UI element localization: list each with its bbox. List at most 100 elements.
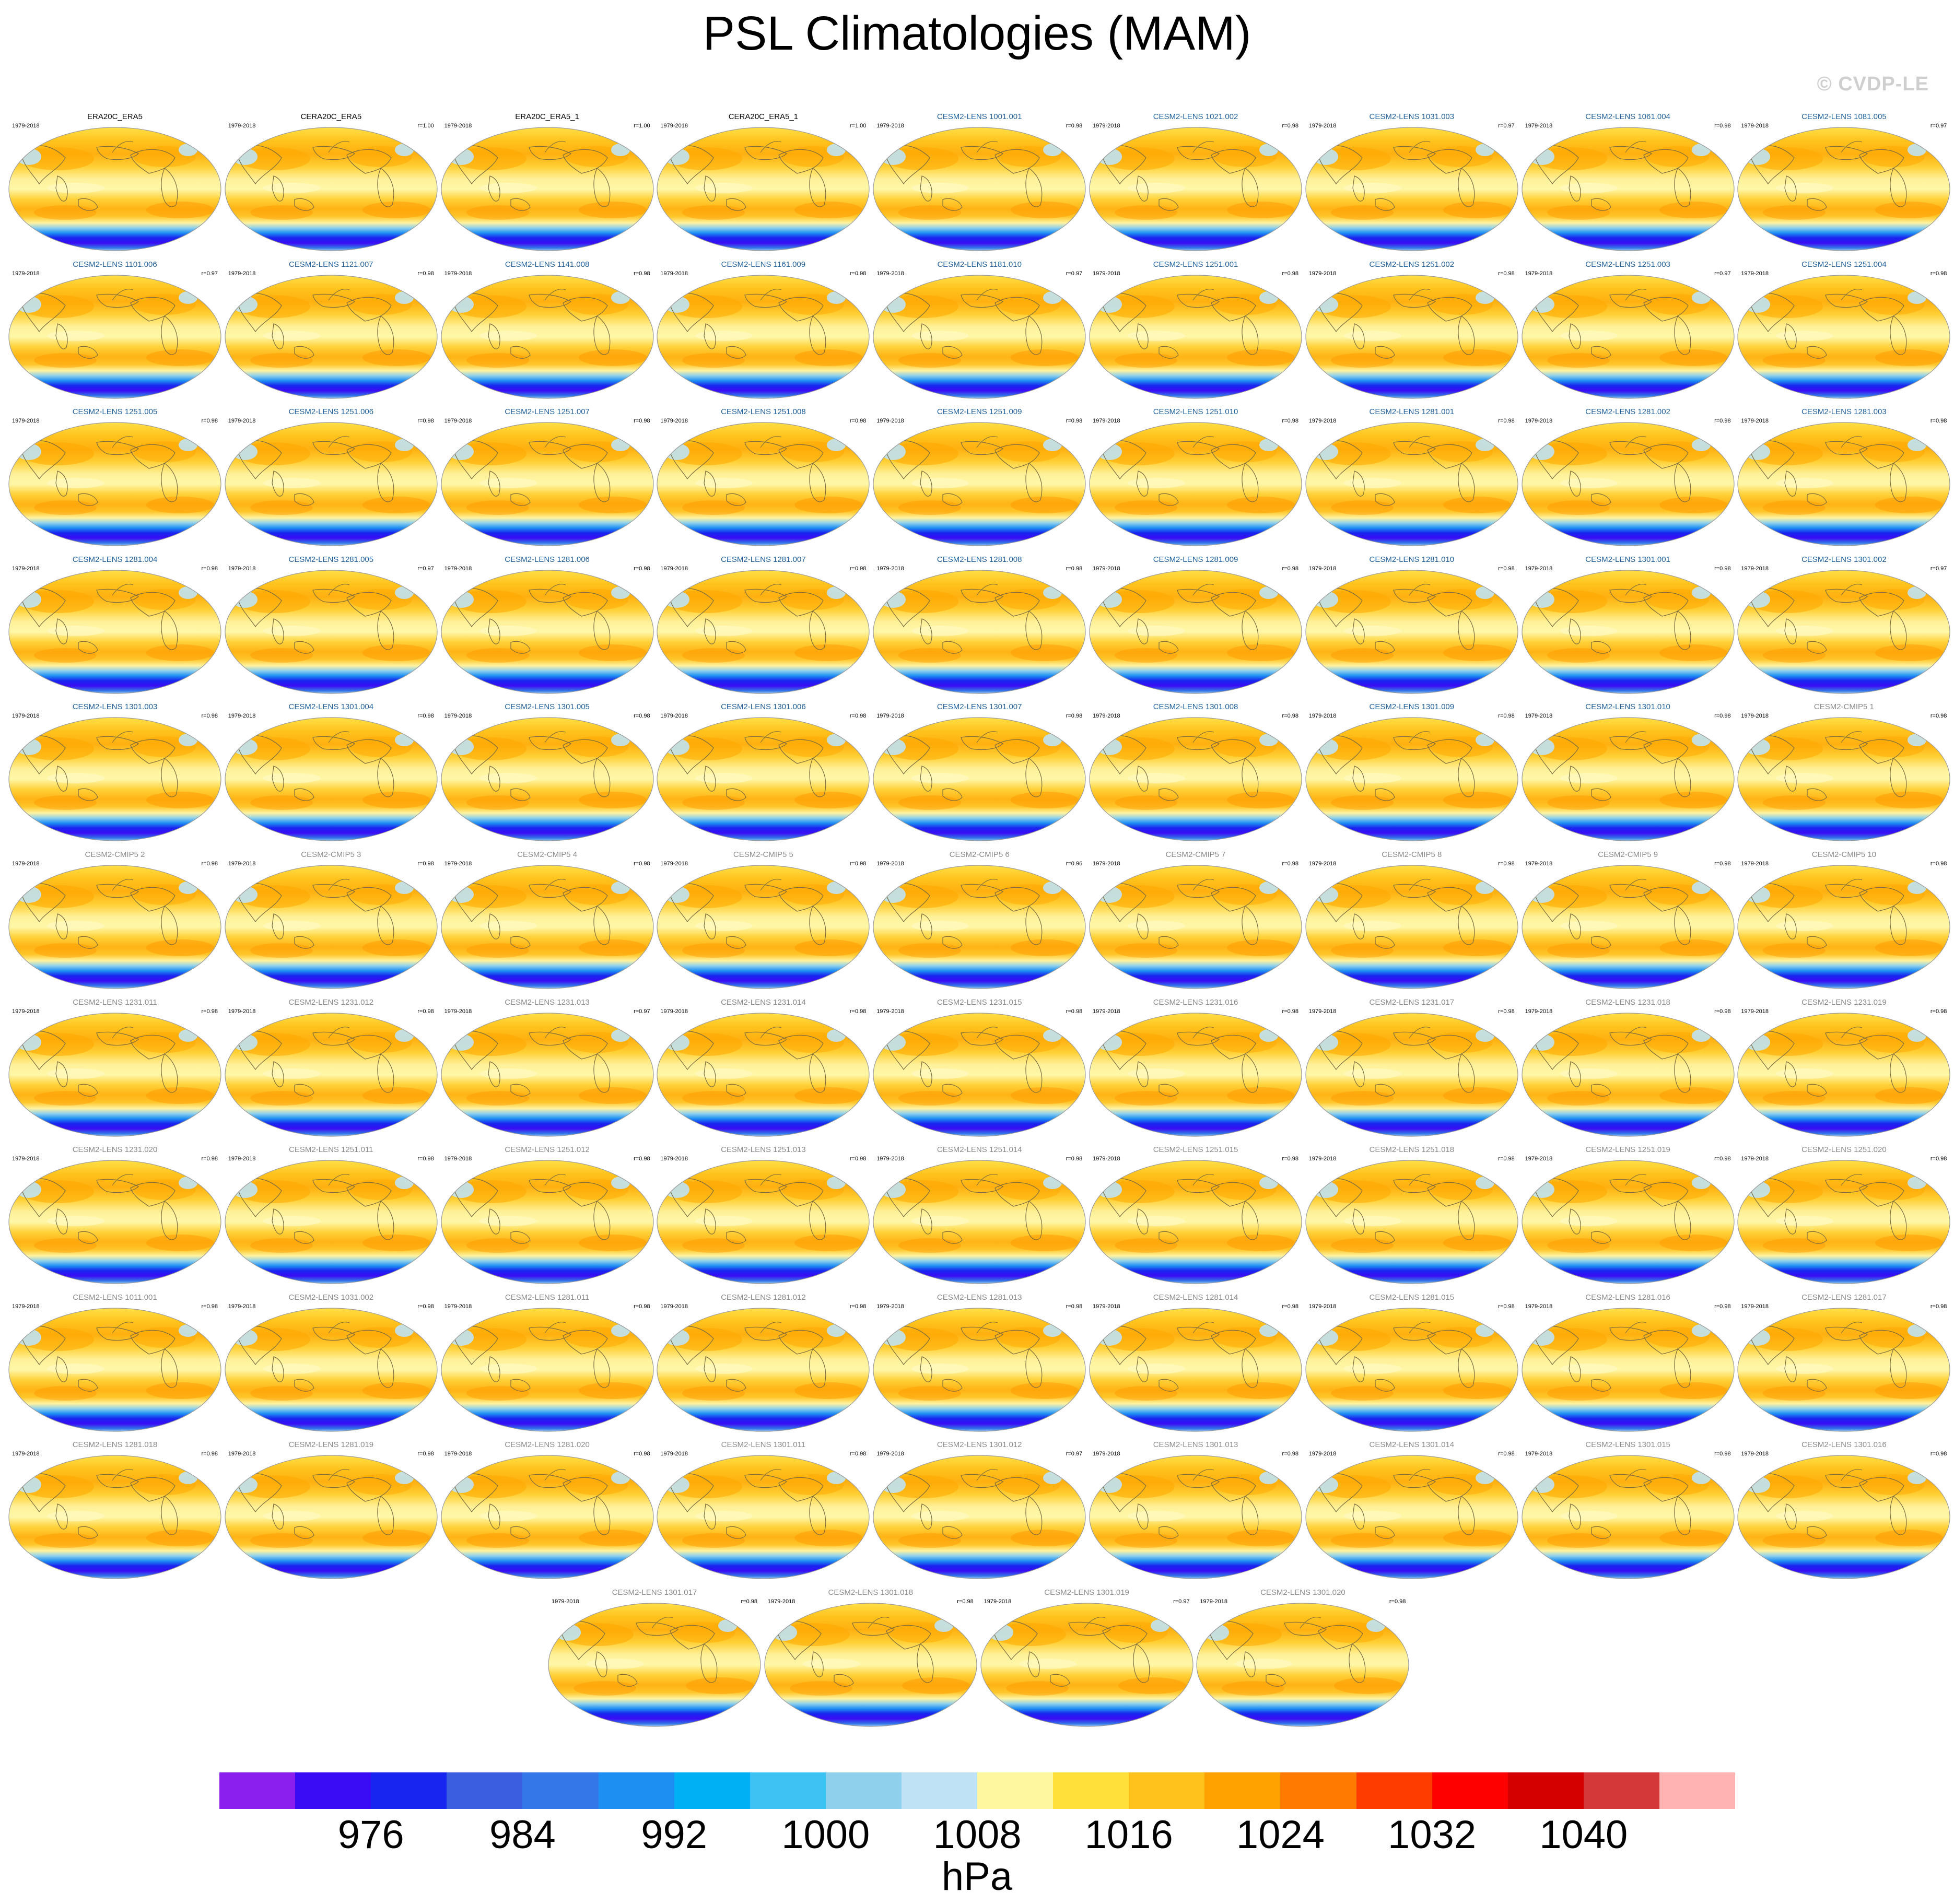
panel-title: CESM2-LENS 1251.004 <box>1801 260 1887 269</box>
panel-years: 1979-2018 <box>228 123 256 129</box>
panel-title: CESM2-LENS 1281.003 <box>1801 407 1887 417</box>
panel-years: 1979-2018 <box>12 1303 40 1310</box>
panel-correlation: r=0.98 <box>201 1303 218 1310</box>
psl-map <box>1089 1012 1302 1137</box>
map-panel: ERA20C_ERA5 1979-2018 <box>8 111 222 252</box>
panel-correlation: r=0.98 <box>1930 1156 1947 1162</box>
panel-correlation: r=0.98 <box>1282 418 1299 425</box>
panel-years: 1979-2018 <box>444 418 472 425</box>
panel-correlation: r=0.98 <box>1714 418 1731 425</box>
panel-title: CESM2-LENS 1121.007 <box>289 260 373 269</box>
panel-correlation: r=0.98 <box>1498 1303 1515 1310</box>
panel-years: 1979-2018 <box>1741 270 1769 277</box>
map-panel: CESM2-LENS 1251.013 1979-2018 r=0.98 <box>656 1144 870 1285</box>
map-panel: CESM2-LENS 1251.009 1979-2018 r=0.98 <box>872 406 1086 547</box>
psl-map <box>657 570 870 694</box>
panel-years: 1979-2018 <box>444 1451 472 1458</box>
panel-title: CESM2-CMIP5 3 <box>301 850 361 859</box>
panel-years: 1979-2018 <box>876 1451 904 1458</box>
panel-title: CESM2-LENS 1281.008 <box>937 555 1022 564</box>
psl-map <box>225 1455 438 1579</box>
panel-title: CESM2-LENS 1301.012 <box>937 1440 1022 1450</box>
panel-correlation: r=0.97 <box>1066 1451 1083 1458</box>
panel-correlation: r=0.97 <box>1930 123 1947 129</box>
psl-map <box>1737 1160 1950 1284</box>
map-panel: CESM2-LENS 1121.007 1979-2018 r=0.98 <box>224 258 438 399</box>
panel-title: CESM2-CMIP5 1 <box>1813 702 1874 712</box>
psl-map <box>8 274 221 399</box>
panel-years: 1979-2018 <box>12 861 40 867</box>
panel-correlation: r=0.98 <box>849 418 867 425</box>
panel-title: CESM2-LENS 1231.020 <box>72 1145 158 1155</box>
panel-title: CESM2-LENS 1231.014 <box>721 997 806 1007</box>
panel-years: 1979-2018 <box>660 565 688 572</box>
panel-years: 1979-2018 <box>12 713 40 720</box>
map-panel: CESM2-LENS 1301.019 1979-2018 r=0.97 <box>980 1586 1194 1727</box>
panel-title: CESM2-LENS 1231.013 <box>505 997 590 1007</box>
panel-title: CESM2-LENS 1251.001 <box>1153 260 1238 269</box>
psl-map <box>1521 127 1735 251</box>
panel-years: 1979-2018 <box>444 861 472 867</box>
panel-title: CESM2-LENS 1281.013 <box>937 1292 1022 1302</box>
map-panel: CESM2-LENS 1081.005 1979-2018 r=0.97 <box>1737 111 1951 252</box>
panel-title: CESM2-LENS 1301.002 <box>1801 555 1887 564</box>
panel-title: CESM2-LENS 1281.018 <box>72 1440 158 1450</box>
map-panel: CESM2-LENS 1281.013 1979-2018 r=0.98 <box>872 1291 1086 1432</box>
psl-map <box>225 717 438 841</box>
psl-map <box>440 422 654 546</box>
panel-correlation: r=0.98 <box>417 861 434 867</box>
panel-years: 1979-2018 <box>228 565 256 572</box>
psl-map <box>657 717 870 841</box>
panel-correlation: r=0.98 <box>1282 1303 1299 1310</box>
psl-map <box>1521 717 1735 841</box>
panel-years: 1979-2018 <box>1093 418 1120 425</box>
panel-years: 1979-2018 <box>876 123 904 129</box>
panel-correlation: r=0.98 <box>1498 418 1515 425</box>
psl-map <box>1737 1455 1950 1579</box>
psl-map <box>8 570 221 694</box>
panel-title: CESM2-LENS 1281.007 <box>721 555 806 564</box>
panel-correlation: r=0.97 <box>1714 270 1731 277</box>
map-panel: CESM2-LENS 1301.001 1979-2018 r=0.98 <box>1521 554 1735 695</box>
map-panel: CESM2-LENS 1281.017 1979-2018 r=0.98 <box>1737 1291 1951 1432</box>
panel-correlation: r=0.98 <box>634 270 650 277</box>
map-panel: CESM2-LENS 1231.017 1979-2018 r=0.98 <box>1305 996 1519 1137</box>
panel-title: CESM2-CMIP5 4 <box>517 850 578 859</box>
panel-correlation: r=0.98 <box>1714 861 1731 867</box>
panel-title: CESM2-CMIP5 5 <box>733 850 793 859</box>
panel-correlation: r=1.00 <box>634 123 650 129</box>
map-panel: CESM2-LENS 1301.004 1979-2018 r=0.98 <box>224 701 438 842</box>
map-panel: CESM2-CMIP5 8 1979-2018 r=0.98 <box>1305 849 1519 990</box>
psl-map <box>657 274 870 399</box>
psl-map <box>873 717 1086 841</box>
map-panel: CESM2-LENS 1281.014 1979-2018 r=0.98 <box>1089 1291 1303 1432</box>
panel-years: 1979-2018 <box>660 1303 688 1310</box>
panel-correlation: r=0.98 <box>1066 1303 1083 1310</box>
panel-correlation: r=1.00 <box>417 123 434 129</box>
map-panel: CESM2-LENS 1301.007 1979-2018 r=0.98 <box>872 701 1086 842</box>
panel-correlation: r=0.98 <box>1498 1008 1515 1015</box>
psl-map <box>1305 865 1518 989</box>
panel-title: CESM2-LENS 1281.016 <box>1585 1292 1670 1302</box>
map-panel: CESM2-LENS 1251.011 1979-2018 r=0.98 <box>224 1144 438 1285</box>
panel-title: CESM2-LENS 1301.007 <box>937 702 1022 712</box>
panel-title: CESM2-LENS 1251.012 <box>505 1145 590 1155</box>
panel-title: CESM2-LENS 1251.008 <box>721 407 806 417</box>
panel-years: 1979-2018 <box>1525 861 1553 867</box>
panel-years: 1979-2018 <box>12 1451 40 1458</box>
panel-title: CESM2-LENS 1281.020 <box>505 1440 590 1450</box>
map-panel: CESM2-LENS 1281.009 1979-2018 r=0.98 <box>1089 554 1303 695</box>
panel-title: CESM2-LENS 1281.005 <box>288 555 374 564</box>
panel-correlation: r=0.98 <box>417 1303 434 1310</box>
psl-map <box>1737 274 1950 399</box>
panel-correlation: r=0.98 <box>634 713 650 720</box>
panel-title: CESM2-LENS 1251.009 <box>937 407 1022 417</box>
panel-title: CESM2-LENS 1301.005 <box>505 702 590 712</box>
panel-correlation: r=0.98 <box>1930 1303 1947 1310</box>
map-panel: CESM2-LENS 1251.020 1979-2018 r=0.98 <box>1737 1144 1951 1285</box>
panel-correlation: r=0.98 <box>1282 123 1299 129</box>
psl-map <box>1737 1308 1950 1432</box>
panel-correlation: r=0.98 <box>1930 1008 1947 1015</box>
psl-map <box>8 1160 221 1284</box>
psl-map <box>1089 422 1302 546</box>
